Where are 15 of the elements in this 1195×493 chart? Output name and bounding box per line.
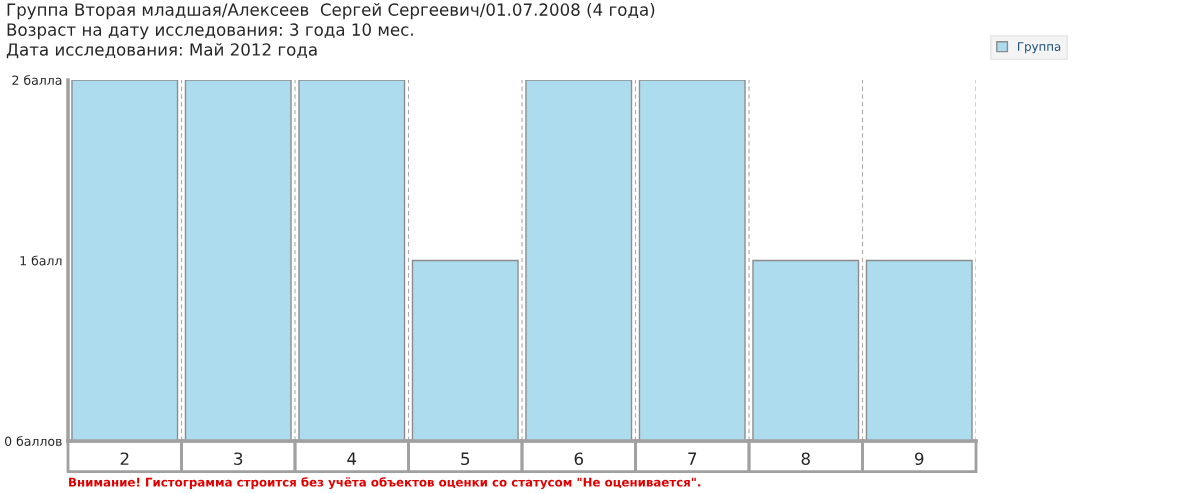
y-tick-label: 0 баллов — [4, 436, 62, 446]
x-tick-label: 5 — [461, 452, 470, 466]
text: Внимание! Гистограмма строится без учёта объектов оценки со статусом "Не оценивается". — [69, 477, 701, 489]
x-tick-label: 3 — [234, 452, 243, 466]
x-tick-label: 7 — [688, 452, 697, 465]
chart-title: Группа Вторая младшая/Алексеев Сергей Сергеевич/01.07.2008 (4 года) — [7, 3, 655, 20]
x-tick-label: 8 — [801, 452, 810, 466]
y-tick-label: 1 балл — [20, 255, 62, 266]
x-tick-label: 6 — [574, 452, 583, 466]
y-tick-label: 2 балла — [12, 75, 62, 85]
chart-subtitle: Возраст на дату исследования: 3 года 10 мес. Дата исследования: Май 2012 года — [6, 23, 413, 59]
legend-label: Группа — [1018, 42, 1061, 54]
x-tick-label: 2 — [120, 452, 129, 465]
x-tick-label: 9 — [915, 452, 924, 466]
x-tick-label: 4 — [347, 452, 357, 465]
